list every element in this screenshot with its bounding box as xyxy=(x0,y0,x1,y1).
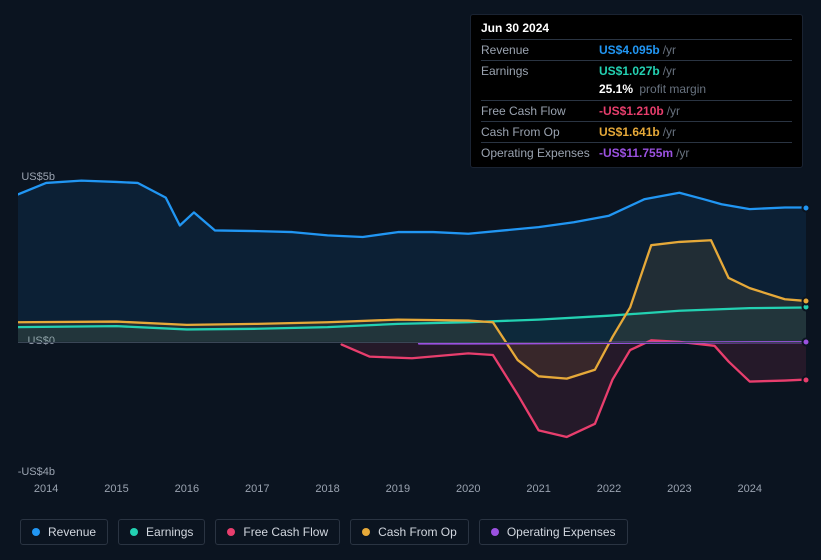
legend-dot xyxy=(130,528,138,536)
tooltip-unit: /yr xyxy=(667,104,680,118)
tooltip-row: Cash From OpUS$1.641b/yr xyxy=(481,121,792,142)
x-axis-label: 2015 xyxy=(104,483,128,495)
series-end-marker xyxy=(802,375,811,384)
x-axis-label: 2016 xyxy=(175,483,199,495)
tooltip-value: US$1.641b xyxy=(599,125,660,139)
tooltip-row: RevenueUS$4.095b/yr xyxy=(481,39,792,60)
legend-label: Operating Expenses xyxy=(507,525,616,539)
x-axis-label: 2023 xyxy=(667,483,691,495)
x-axis-label: 2022 xyxy=(597,483,621,495)
tooltip-unit: /yr xyxy=(663,125,676,139)
tooltip-label: Free Cash Flow xyxy=(481,103,599,119)
legend-item-revenue[interactable]: Revenue xyxy=(20,519,108,545)
tooltip-unit: /yr xyxy=(663,43,676,57)
data-tooltip: Jun 30 2024 RevenueUS$4.095b/yrEarningsU… xyxy=(470,14,803,168)
tooltip-value: -US$11.755m xyxy=(599,146,673,160)
tooltip-label: Revenue xyxy=(481,42,599,58)
tooltip-row: Free Cash Flow-US$1.210b/yr xyxy=(481,100,792,121)
tooltip-subtext: profit margin xyxy=(636,82,706,96)
tooltip-subrow: 25.1% profit margin xyxy=(481,81,792,99)
legend-label: Revenue xyxy=(48,525,96,539)
x-axis-label: 2020 xyxy=(456,483,480,495)
x-axis-label: 2019 xyxy=(386,483,410,495)
legend-dot xyxy=(362,528,370,536)
tooltip-row: Operating Expenses-US$11.755m/yr xyxy=(481,142,792,163)
series-end-marker xyxy=(802,296,811,305)
tooltip-label: Operating Expenses xyxy=(481,145,599,161)
tooltip-value: -US$1.210b xyxy=(599,104,664,118)
tooltip-label: Earnings xyxy=(481,63,599,79)
legend-label: Free Cash Flow xyxy=(243,525,328,539)
legend-item-operating-expenses[interactable]: Operating Expenses xyxy=(479,519,628,545)
x-axis: 2014 2015 2016 2017 2018 2019 2020 2021 2022 2023… xyxy=(18,483,806,503)
tooltip-pct: 25.1% xyxy=(599,82,633,96)
x-axis-label: 2018 xyxy=(315,483,339,495)
financials-chart: US$5bUS$0-US$4b 201420152016201720182019… xyxy=(0,155,821,525)
legend-label: Cash From Op xyxy=(378,525,457,539)
legend-dot xyxy=(32,528,40,536)
zero-gridline xyxy=(18,342,806,343)
legend-dot xyxy=(491,528,499,536)
plot-area[interactable] xyxy=(18,178,806,473)
x-axis-label: 2021 xyxy=(526,483,550,495)
tooltip-row: EarningsUS$1.027b/yr xyxy=(481,60,792,81)
x-axis-label: 2024 xyxy=(737,483,761,495)
tooltip-unit: /yr xyxy=(663,64,676,78)
tooltip-label: Cash From Op xyxy=(481,124,599,140)
legend-item-cash-from-op[interactable]: Cash From Op xyxy=(350,519,469,545)
legend-dot xyxy=(227,528,235,536)
chart-legend: Revenue Earnings Free Cash Flow Cash From O… xyxy=(20,519,628,545)
legend-item-earnings[interactable]: Earnings xyxy=(118,519,205,545)
legend-label: Earnings xyxy=(146,525,193,539)
tooltip-value: US$1.027b xyxy=(599,64,660,78)
tooltip-unit: /yr xyxy=(676,146,689,160)
x-axis-label: 2014 xyxy=(34,483,58,495)
series-end-marker xyxy=(802,203,811,212)
tooltip-date: Jun 30 2024 xyxy=(481,21,792,39)
series-end-marker xyxy=(802,338,811,347)
legend-item-free-cash-flow[interactable]: Free Cash Flow xyxy=(215,519,340,545)
x-axis-label: 2017 xyxy=(245,483,269,495)
tooltip-value: US$4.095b xyxy=(599,43,660,57)
